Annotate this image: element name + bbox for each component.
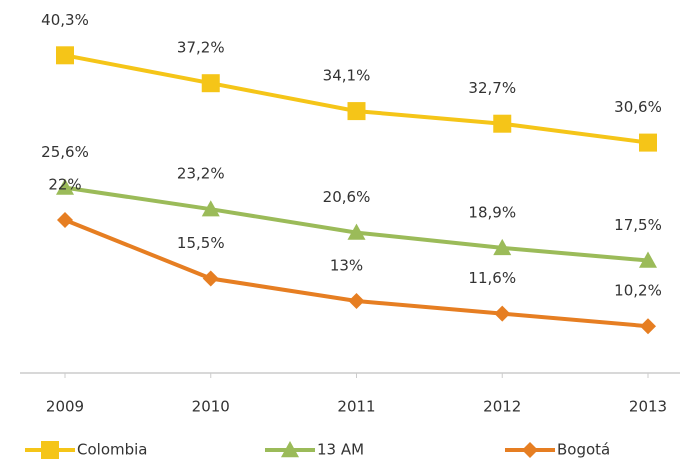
x-tick-label: 2010 <box>192 398 230 416</box>
data-label: 18,9% <box>468 203 516 221</box>
data-label: 20,6% <box>323 188 371 206</box>
x-tick-label: 2012 <box>483 398 521 416</box>
x-tick-label: 2009 <box>46 398 84 416</box>
data-point <box>202 270 219 287</box>
data-point <box>57 212 73 228</box>
data-label: 11,6% <box>468 269 516 287</box>
data-label: 25,6% <box>41 143 89 161</box>
data-point <box>494 305 511 322</box>
data-point <box>201 74 220 93</box>
data-label: 10,2% <box>614 282 662 300</box>
data-label: 40,3% <box>41 11 89 29</box>
legend-marker <box>41 441 59 459</box>
legend-marker <box>522 442 538 458</box>
data-point <box>56 178 74 195</box>
data-label: 17,5% <box>614 216 662 234</box>
legend-label: Colombia <box>77 441 148 459</box>
data-point <box>348 293 365 309</box>
data-point <box>56 46 74 65</box>
data-point <box>493 114 512 133</box>
x-tick-label: 2011 <box>337 398 375 416</box>
data-label: 22% <box>48 176 81 194</box>
legend-label: Bogotá <box>557 441 610 459</box>
data-point <box>347 102 366 121</box>
data-point <box>347 223 366 240</box>
data-label: 34,1% <box>323 67 371 85</box>
data-point <box>639 133 657 152</box>
data-point <box>201 200 220 217</box>
data-point <box>639 251 657 268</box>
data-label: 15,5% <box>177 234 225 252</box>
data-label: 37,2% <box>177 39 225 57</box>
data-label: 32,7% <box>468 79 516 97</box>
legend-label: 13 AM <box>317 441 364 459</box>
data-label: 13% <box>330 257 363 275</box>
data-label: 23,2% <box>177 165 225 183</box>
data-label: 30,6% <box>614 98 662 116</box>
data-point <box>493 238 512 256</box>
legend-marker <box>281 441 299 458</box>
data-point <box>640 318 656 335</box>
x-tick-label: 2013 <box>629 398 667 416</box>
